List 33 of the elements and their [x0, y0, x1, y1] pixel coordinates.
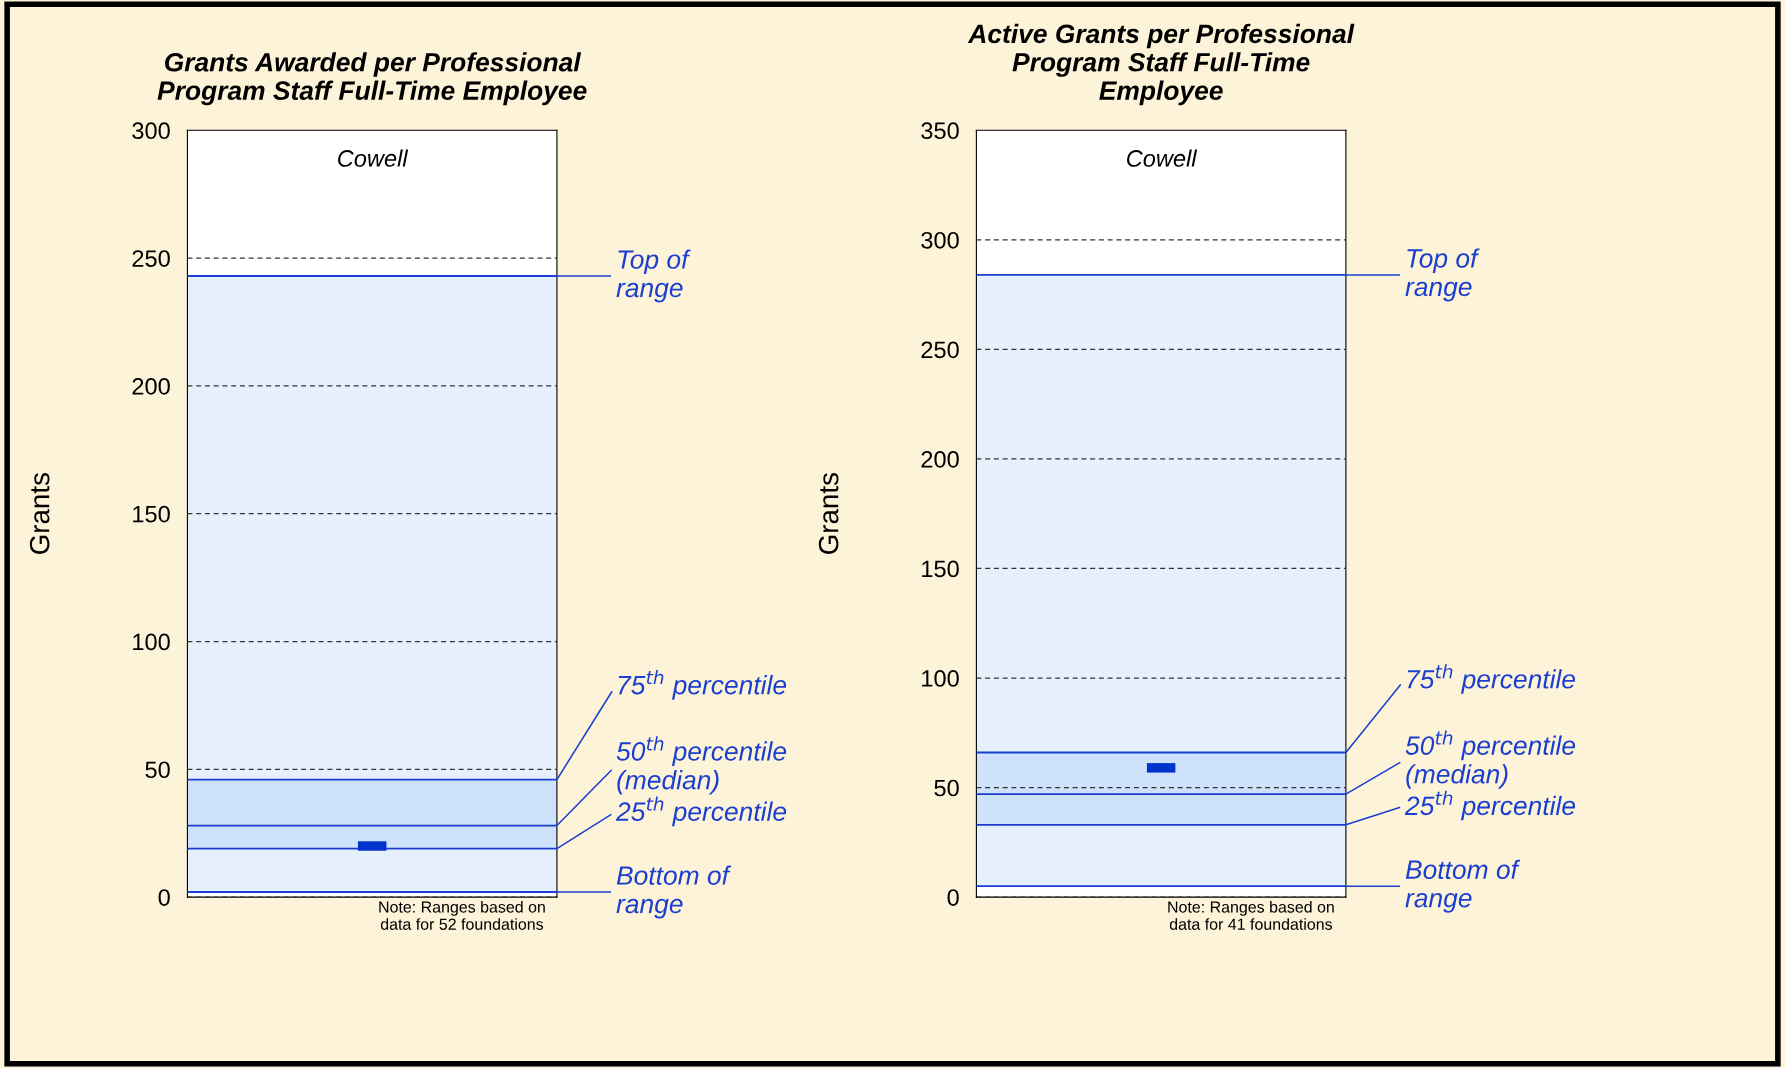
- y-tick-label: 250: [132, 250, 170, 267]
- y-tick-label: 150: [133, 505, 170, 523]
- y-tick-label: 300: [921, 231, 959, 249]
- ref-line-label: 50$^{th}$ percentile (median): [616, 736, 787, 795]
- y-tick-label: 0: [947, 889, 959, 906]
- y-axis-title: Grants: [818, 473, 839, 554]
- y-tick-label: 100: [133, 633, 170, 651]
- y-tick-label: 200: [132, 377, 170, 395]
- ref-line-label: Top of range: [1405, 248, 1480, 302]
- text: Note: Ranges based on data for 52 foundations: [379, 900, 545, 930]
- chart-title: Active Grants per Professional Program Staff Full-Time Employee: [967, 23, 1355, 106]
- ref-line-label: Bottom of range: [616, 865, 732, 919]
- ref-line-label: 75$^{th}$ percentile: [618, 670, 787, 700]
- ref-line-label: 75$^{th}$ percentile: [1407, 664, 1576, 694]
- x-tick-label: Cowell: [338, 149, 409, 167]
- y-tick-label: 50: [145, 761, 170, 779]
- y-tick-label: 0: [158, 889, 170, 906]
- ref-line-label: Top of range: [616, 249, 691, 303]
- ref-line-label: Bottom of range: [1405, 859, 1521, 913]
- y-tick-label: 100: [922, 670, 959, 687]
- y-tick-label: 350: [921, 122, 959, 140]
- y-tick-label: 150: [922, 560, 959, 578]
- text: Note: Ranges based on data for 41 foundations: [1168, 900, 1334, 930]
- y-tick-label: 200: [921, 451, 959, 468]
- y-tick-label: 250: [921, 341, 959, 359]
- y-tick-label: 300: [132, 122, 170, 140]
- y-tick-label: 50: [934, 779, 959, 797]
- chart-title: Grants Awarded per Professional Program Staff Full-Time Employee: [157, 52, 587, 106]
- y-axis-title: Grants: [29, 473, 50, 554]
- ref-line-label: 25$^{th}$ percentile: [1404, 790, 1576, 821]
- x-tick-label: Cowell: [1127, 149, 1198, 167]
- ref-line-label: 25$^{th}$ percentile: [615, 796, 787, 827]
- ref-line-label: 50$^{th}$ percentile (median): [1405, 730, 1576, 789]
